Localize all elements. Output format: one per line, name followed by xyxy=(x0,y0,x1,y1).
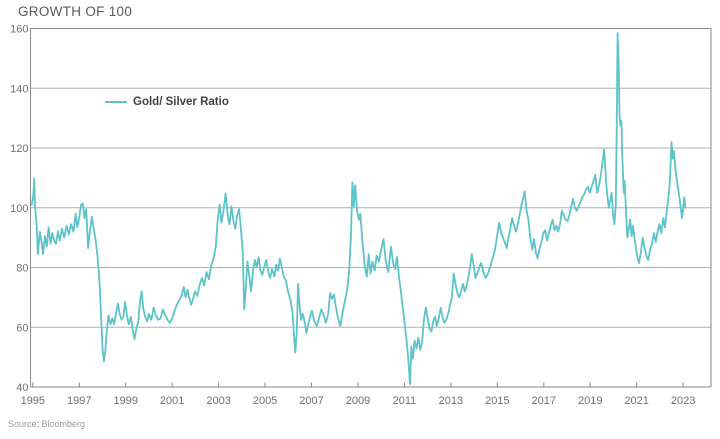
x-tick-label: 1997 xyxy=(67,395,91,407)
legend-line-swatch xyxy=(105,100,127,104)
x-tick-label: 2017 xyxy=(532,395,556,407)
legend: Gold/ Silver Ratio xyxy=(105,96,229,108)
x-tick-label: 2021 xyxy=(624,395,648,407)
y-tick-label: 60 xyxy=(16,322,28,334)
x-tick-label: 2023 xyxy=(671,395,695,407)
series-line xyxy=(30,32,687,385)
chart-title: GROWTH OF 100 xyxy=(18,4,133,19)
x-tick-label: 2011 xyxy=(393,395,417,407)
y-tick-label: 40 xyxy=(16,382,28,394)
x-tick-label: 2003 xyxy=(206,395,230,407)
x-tick-label: 2015 xyxy=(485,395,509,407)
x-tick-label: 2005 xyxy=(253,395,277,407)
y-tick-label: 160 xyxy=(10,24,28,36)
source-note: Source: Bloomberg xyxy=(8,419,86,429)
y-tick-label: 80 xyxy=(16,263,28,275)
x-tick-label: 2009 xyxy=(346,395,370,407)
legend-label: Gold/ Silver Ratio xyxy=(133,96,229,108)
x-tick-label: 2019 xyxy=(578,395,602,407)
y-tick-label: 140 xyxy=(10,83,28,95)
x-tick-label: 2007 xyxy=(299,395,323,407)
x-tick-label: 2001 xyxy=(160,395,184,407)
x-tick-label: 1995 xyxy=(21,395,45,407)
y-tick-label: 120 xyxy=(10,143,28,155)
x-tick-label: 1999 xyxy=(113,395,137,407)
y-tick-label: 100 xyxy=(10,203,28,215)
x-tick-label: 2013 xyxy=(439,395,463,407)
